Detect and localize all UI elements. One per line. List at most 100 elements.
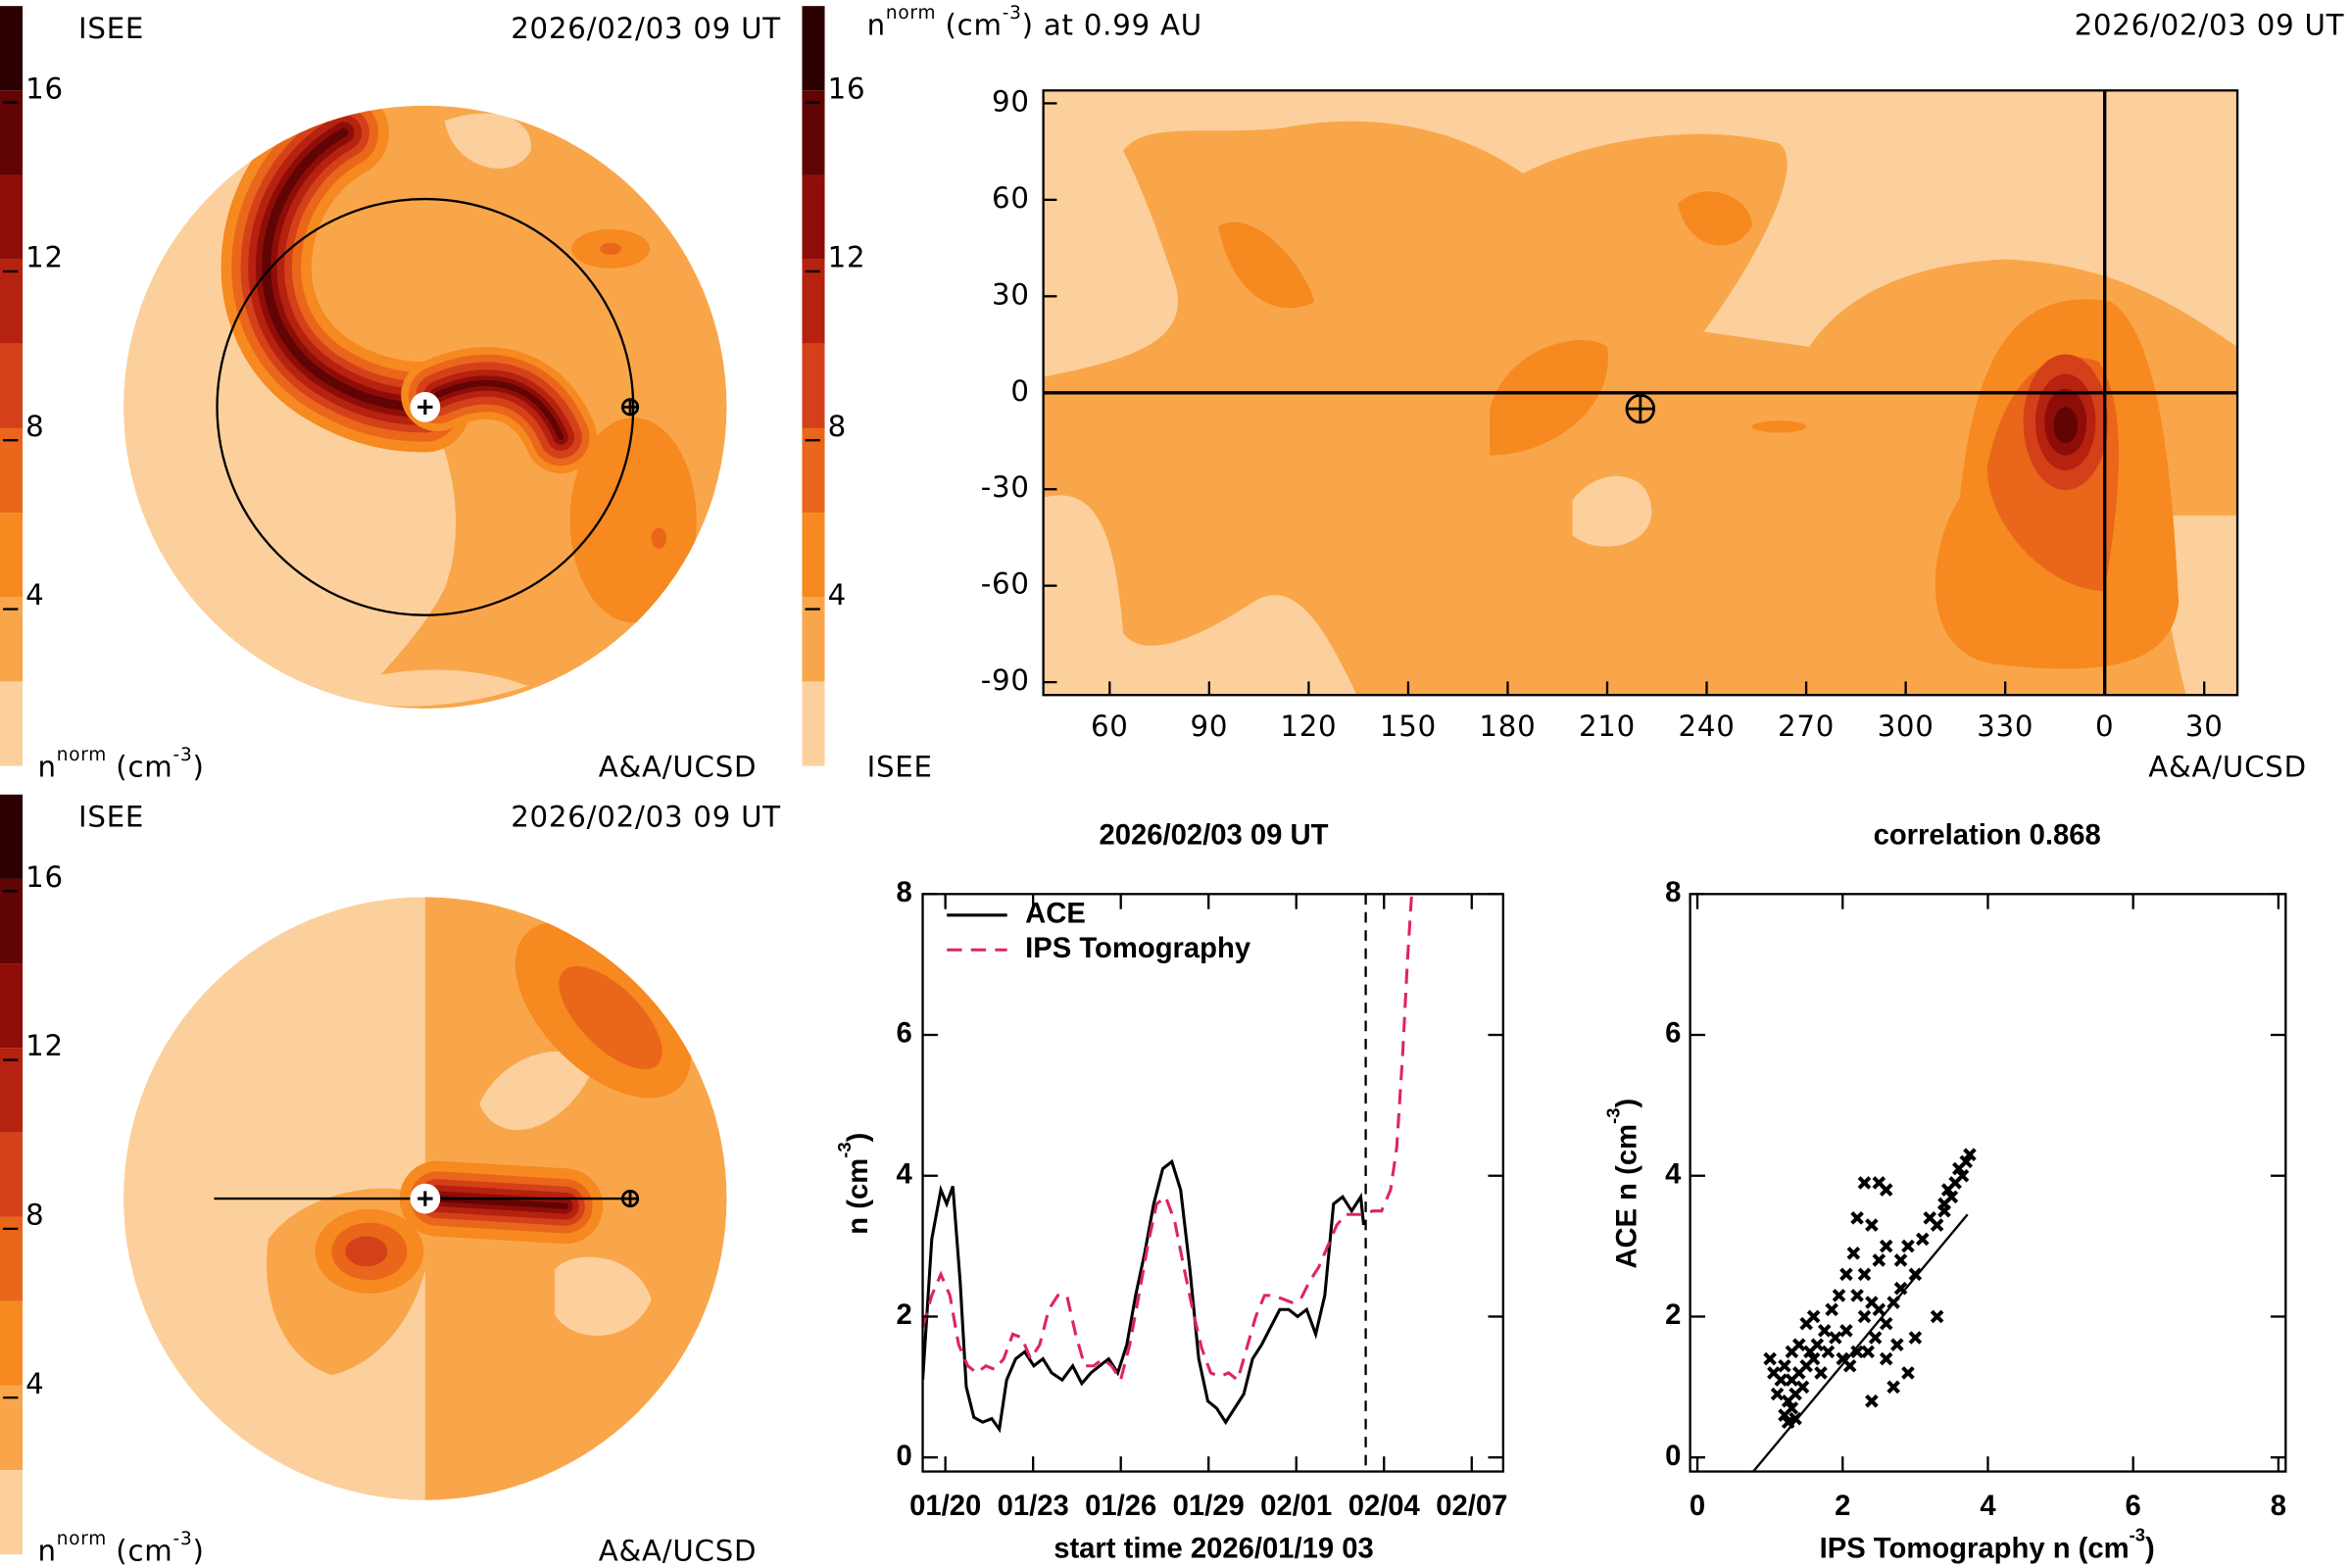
scatter-point — [1879, 1316, 1893, 1331]
earth-cross — [1627, 395, 1654, 423]
scatter-point — [1868, 1331, 1883, 1345]
colorbar-band — [0, 1132, 24, 1217]
colorbar-label: nnorm (cm-3) — [37, 1529, 204, 1568]
colorbar-label-part: n — [37, 751, 56, 784]
colorbar-band — [0, 343, 24, 428]
scatter-point — [1872, 1302, 1886, 1317]
colorbar-tick-label: 16 — [828, 72, 866, 105]
colorbar-tick-label: 8 — [828, 410, 847, 443]
scatter-point — [1857, 1267, 1872, 1282]
scatter-point — [1785, 1401, 1799, 1415]
colorbar-tick-label: 4 — [25, 578, 44, 612]
colorbar-band — [802, 174, 825, 260]
y-axis-label-part: n (cm — [843, 1158, 874, 1235]
map-title: nnorm (cm-3) at 0.99 AU — [867, 3, 1202, 42]
x-tick-label: 180 — [1479, 710, 1536, 743]
x-tick-label: 02/01 — [1260, 1491, 1332, 1522]
scatter-point — [1901, 1239, 1915, 1253]
contour-level — [1490, 340, 1608, 456]
scatter-point — [1846, 1246, 1861, 1260]
scatter-point — [1879, 1239, 1893, 1253]
x-tick-label: 01/20 — [909, 1491, 981, 1522]
x-axis-label-part: -3 — [2130, 1525, 2145, 1545]
x-tick-label: 01/26 — [1085, 1491, 1156, 1522]
scatter-point — [1857, 1176, 1872, 1190]
scatter-point — [1872, 1253, 1886, 1267]
series-line — [922, 894, 1413, 1384]
colorbar-tick-label: 16 — [25, 72, 64, 105]
sun-cross — [417, 399, 433, 416]
colorbar-band — [0, 6, 24, 91]
scatter-point — [1839, 1324, 1853, 1338]
x-tick-label: 90 — [1190, 710, 1228, 743]
colorbar-tick-label: 4 — [25, 1367, 44, 1400]
x-tick-label: 270 — [1778, 710, 1835, 743]
y-tick-label: 4 — [1665, 1158, 1682, 1190]
scatter-point — [1795, 1380, 1810, 1395]
contour-level — [317, 669, 528, 707]
colorbar-label-part: (cm — [116, 1535, 172, 1568]
scatter-point — [1850, 1345, 1864, 1359]
scatter-point — [1817, 1324, 1832, 1338]
scatter-point — [1865, 1218, 1879, 1232]
scatter-point — [1825, 1302, 1838, 1317]
colorbar-label-part: -3 — [173, 1529, 193, 1549]
y-axis-label-part: -3 — [834, 1142, 855, 1157]
x-tick-label: 60 — [1091, 710, 1129, 743]
scatter-point — [1763, 1351, 1777, 1366]
map-title-part: n — [867, 9, 886, 42]
plot-credit: A&A/UCSD — [599, 1535, 758, 1568]
contour-level — [444, 113, 531, 169]
scatter-point — [1832, 1289, 1846, 1302]
contour-level — [1572, 475, 1652, 547]
y-tick-label: 6 — [897, 1018, 912, 1050]
y-axis-label: ACE n (cm-3) — [1603, 1099, 1643, 1269]
y-axis-label-part: ) — [1611, 1099, 1642, 1108]
colorbar-band — [802, 681, 825, 766]
y-tick-label: 6 — [1665, 1018, 1681, 1050]
scatter-point — [1915, 1232, 1930, 1247]
colorbar-label-part: -3 — [173, 745, 193, 765]
colorbar-tick-label: 12 — [25, 241, 64, 274]
fit-line — [1752, 1213, 1969, 1473]
colorbar-tick-label: 12 — [828, 241, 866, 274]
y-tick-label: 8 — [897, 877, 912, 908]
y-tick-label: 30 — [992, 277, 1030, 311]
scatter-point — [1767, 1366, 1781, 1380]
scatter-point — [1861, 1345, 1875, 1359]
x-tick-label: 02/07 — [1436, 1491, 1507, 1522]
colorbar-band — [0, 90, 24, 175]
colorbar-tick-label: 4 — [828, 578, 847, 612]
contour-level — [1751, 420, 1807, 433]
chart-title: correlation 0.868 — [1874, 820, 2101, 852]
scatter-point — [1879, 1351, 1893, 1366]
y-tick-label: 0 — [897, 1441, 912, 1472]
x-tick-label: 0 — [1690, 1491, 1705, 1522]
earth-marker — [621, 398, 640, 416]
scatter-point — [1781, 1415, 1795, 1430]
x-tick-label: 240 — [1678, 710, 1735, 743]
scatter-point — [1821, 1345, 1836, 1359]
scatter-point — [1842, 1358, 1857, 1373]
y-tick-label: 8 — [1665, 877, 1681, 908]
colorbar-tick-label: 8 — [25, 1199, 44, 1232]
scatter-point — [1865, 1394, 1879, 1408]
scatter-point — [1901, 1366, 1915, 1380]
colorbar-band — [0, 1385, 24, 1470]
scatter-point — [1908, 1267, 1923, 1282]
earth-cross — [622, 399, 638, 416]
colorbar-label-part: (cm — [116, 751, 172, 784]
scatter-point — [1806, 1351, 1821, 1366]
scatter-point — [1857, 1309, 1872, 1324]
plot-area — [922, 894, 1413, 1434]
colorbar-band — [0, 963, 24, 1049]
map-title-part: (cm — [945, 9, 1002, 42]
colorbar-label-part: ) — [192, 751, 204, 784]
colorbar-band — [0, 1048, 24, 1133]
scatter-point — [1930, 1218, 1944, 1232]
scatter-point — [1850, 1289, 1864, 1302]
colorbar-label-part: norm — [57, 1529, 107, 1549]
map-time: 2026/02/03 09 UT — [2075, 9, 2345, 42]
earth-marker — [621, 1190, 640, 1208]
contour-level — [434, 379, 564, 441]
